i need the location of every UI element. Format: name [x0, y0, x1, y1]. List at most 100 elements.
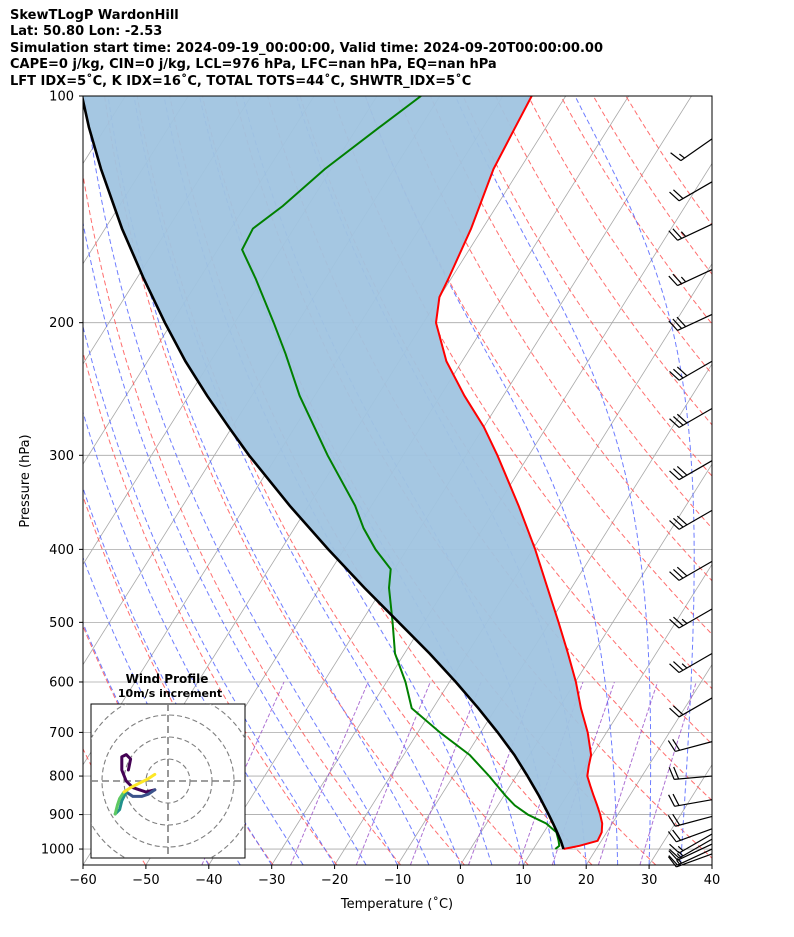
wind-barb — [667, 828, 713, 843]
wind-barb — [668, 313, 713, 332]
y-tick-label: 100 — [49, 90, 74, 105]
wind-barb — [669, 181, 713, 202]
x-tick-label: 10 — [515, 873, 532, 888]
wind-barb — [668, 268, 713, 287]
dry-adiabat — [364, 96, 712, 635]
wind-barb — [669, 407, 713, 429]
dry-adiabat — [625, 96, 712, 226]
x-axis-ticks: −60 −50 −40 −30 −20 −10 0 10 20 30 40 — [69, 865, 720, 888]
wind-barb — [667, 813, 713, 827]
dry-adiabat — [83, 625, 210, 865]
x-tick-label: −30 — [258, 873, 285, 888]
dry-adiabat — [83, 172, 401, 865]
dry-adiabat — [397, 96, 712, 582]
simulation-time: Simulation start time: 2024-09-19_00:00:… — [10, 40, 603, 56]
x-tick-label: −60 — [69, 873, 96, 888]
figure-header: SkewTLogP WardonHill Lat: 50.80 Lon: -2.… — [10, 8, 603, 90]
y-axis-ticks: 100 200 300 400 500 600 700 800 900 1000 — [41, 90, 83, 858]
wind-barb — [669, 653, 713, 674]
mixing-ratio-line — [597, 681, 659, 865]
wind-barb — [668, 223, 713, 241]
dry-adiabat — [592, 96, 712, 276]
wind-barb — [669, 608, 713, 629]
x-tick-label: −40 — [195, 873, 222, 888]
x-tick-label: 0 — [456, 873, 464, 888]
moist-adiabat — [364, 96, 619, 865]
convective-indices: CAPE=0 j/kg, CIN=0 j/kg, LCL=976 hPa, LF… — [10, 57, 497, 73]
wind-barb — [669, 360, 713, 381]
moist-adiabat — [107, 96, 430, 865]
wind-barb — [669, 509, 713, 530]
y-tick-label: 800 — [49, 770, 74, 785]
hodograph-trace — [113, 790, 128, 816]
x-tick-label: −50 — [132, 873, 159, 888]
figure-title: SkewTLogP WardonHill — [10, 8, 179, 23]
hodograph-trace — [122, 772, 157, 794]
x-tick-label: 20 — [578, 873, 595, 888]
moist-adiabat — [83, 486, 273, 865]
moist-adiabat — [574, 96, 695, 865]
wind-barb — [669, 560, 713, 581]
dry-adiabat — [83, 350, 338, 865]
x-axis-label: Temperature (˚C) — [340, 896, 453, 912]
wind-barb — [669, 833, 713, 854]
stability-indices: LFT IDX=5˚C, K IDX=16˚C, TOTAL TOTS=44˚C… — [10, 73, 472, 89]
wind-barb — [668, 793, 713, 807]
y-axis-label: Pressure (hPa) — [18, 434, 33, 527]
y-tick-label: 400 — [49, 543, 74, 558]
moist-adiabat — [83, 324, 336, 865]
isotherm-line — [522, 563, 712, 865]
hodograph-trace — [124, 788, 157, 798]
moist-adiabat — [83, 622, 210, 865]
hodograph-plot — [91, 704, 245, 858]
moist-adiabat — [84, 96, 398, 865]
wind-barbs — [667, 138, 713, 868]
station-location: Lat: 50.80 Lon: -2.53 — [10, 24, 163, 40]
isotherm-line — [271, 162, 712, 865]
x-tick-label: −20 — [321, 873, 348, 888]
y-tick-label: 500 — [49, 616, 74, 631]
cin-area — [83, 96, 603, 849]
wind-barb — [669, 697, 713, 718]
wind-barb — [670, 138, 713, 162]
dewpoint-profile — [240, 96, 561, 850]
moist-adiabat — [133, 96, 461, 865]
mixing-ratio-line — [355, 681, 431, 865]
dry-adiabat — [104, 96, 465, 865]
x-tick-label: 30 — [641, 873, 658, 888]
dry-adiabat — [429, 96, 712, 529]
dry-adiabat — [462, 96, 712, 477]
moist-adiabat — [83, 556, 241, 865]
y-tick-label: 900 — [49, 808, 74, 823]
parcel-profile — [83, 96, 565, 850]
y-tick-label: 1000 — [41, 843, 74, 858]
hodograph: Wind Profile 10m/s increment — [90, 672, 246, 859]
moist-adiabat — [711, 859, 712, 865]
hodograph-trace — [113, 790, 126, 816]
x-tick-label: −10 — [384, 873, 411, 888]
hodograph-subtitle: 10m/s increment — [118, 687, 222, 700]
y-tick-label: 200 — [49, 316, 74, 331]
hodograph-title: Wind Profile — [126, 672, 209, 686]
isotherm-line — [83, 96, 189, 265]
y-tick-label: 300 — [49, 449, 74, 464]
hodograph-trace — [120, 753, 157, 794]
mixing-ratio-line — [290, 681, 369, 865]
temperature-profile — [434, 96, 604, 850]
y-tick-label: 700 — [49, 726, 74, 741]
y-tick-label: 600 — [49, 675, 74, 690]
mixing-ratio-line — [409, 681, 482, 865]
wind-barb — [668, 766, 713, 780]
isotherm-line — [397, 363, 712, 865]
isotherm-line — [334, 263, 712, 865]
isotherm-line — [585, 663, 712, 865]
mixing-ratio-line — [639, 681, 697, 865]
isotherm-line — [711, 864, 712, 865]
wind-barb — [667, 739, 713, 753]
x-tick-label: 40 — [704, 873, 721, 888]
dry-adiabat — [495, 96, 712, 426]
profiles — [83, 96, 604, 850]
wind-barb — [669, 460, 713, 481]
wind-barb — [668, 848, 713, 866]
